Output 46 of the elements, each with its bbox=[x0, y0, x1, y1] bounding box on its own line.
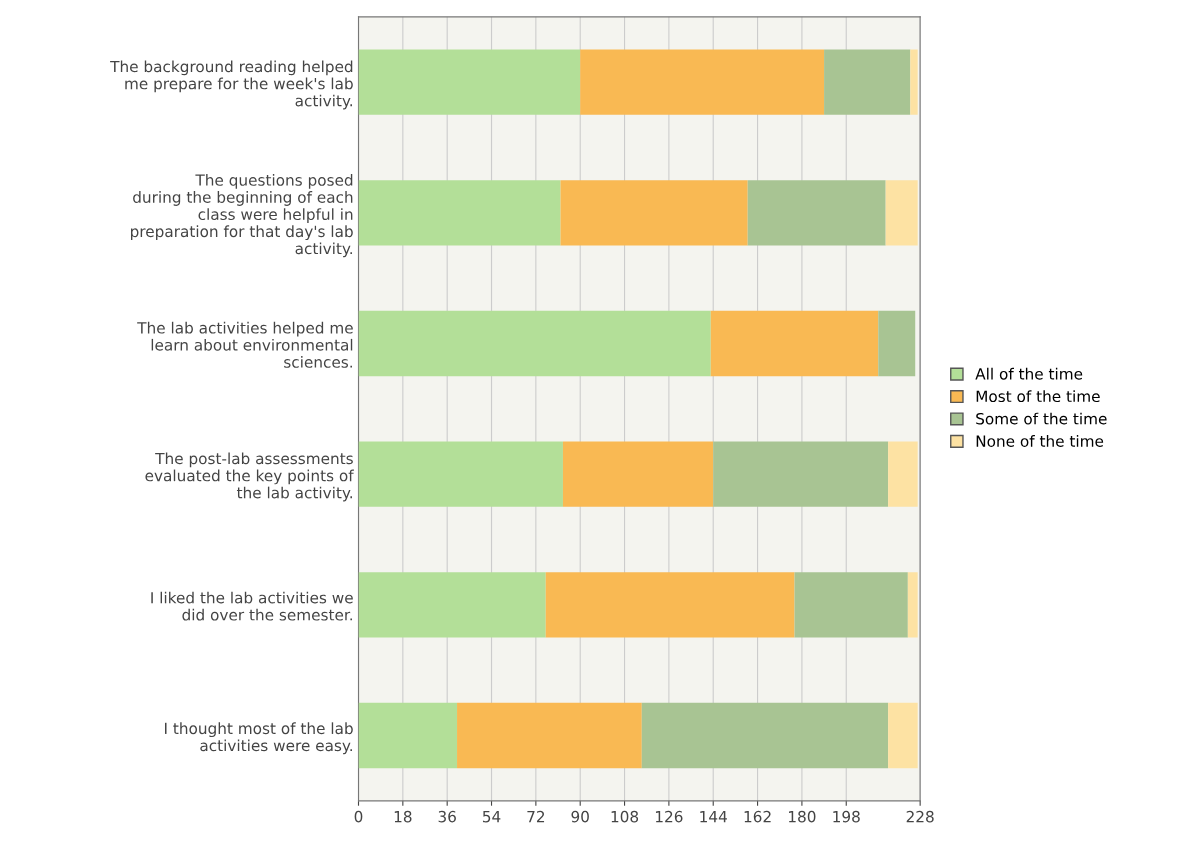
y-tick-label: The post-lab assessments evaluated the key points of the lab activity. bbox=[145, 452, 354, 502]
y-tick-label: The lab activities helped me learn about environmental sciences. bbox=[137, 321, 353, 368]
bar bbox=[910, 49, 918, 115]
x-tick-label: 54 bbox=[482, 811, 501, 823]
legend-label: All of the time bbox=[975, 367, 1083, 380]
x-tick-label: 36 bbox=[438, 810, 456, 823]
y-tick-label: I thought most of the lab activities were easy. bbox=[165, 722, 353, 755]
x-tick-label: 108 bbox=[611, 810, 639, 823]
x-tick-label: 144 bbox=[700, 811, 727, 823]
bar bbox=[794, 572, 908, 638]
bar bbox=[457, 702, 642, 769]
bar bbox=[580, 49, 825, 115]
bar bbox=[641, 702, 889, 769]
bar bbox=[358, 49, 581, 115]
y-tick-label: I liked the lab activities we did over the semester. bbox=[151, 591, 353, 621]
bar bbox=[888, 441, 918, 507]
bar bbox=[560, 180, 748, 246]
bar bbox=[878, 310, 916, 377]
x-tick-label: 72 bbox=[527, 810, 545, 823]
y-tick-label: The questions posed during the beginning of each class were helpful in preparation for that day's lab activity. bbox=[131, 174, 353, 258]
bar bbox=[545, 572, 795, 638]
legend-label: None of the time bbox=[976, 435, 1104, 447]
bar bbox=[358, 441, 563, 507]
bar bbox=[710, 310, 879, 377]
legend-label: Some of the time bbox=[976, 412, 1107, 425]
x-tick-label: 198 bbox=[833, 810, 860, 823]
x-tick-label: 0 bbox=[354, 810, 363, 823]
bar bbox=[562, 441, 714, 507]
bar bbox=[888, 702, 918, 769]
x-tick-label: 180 bbox=[789, 810, 816, 823]
y-tick-label: The background reading helped me prepare for the week's lab activity. bbox=[110, 60, 353, 110]
bar bbox=[907, 572, 918, 638]
x-tick-label: 162 bbox=[744, 810, 771, 823]
x-tick-label: 90 bbox=[571, 810, 589, 823]
bar bbox=[747, 180, 886, 246]
bar bbox=[358, 310, 711, 377]
bar bbox=[358, 572, 546, 638]
bar bbox=[358, 702, 458, 769]
x-tick-label: 18 bbox=[394, 810, 412, 823]
bar bbox=[713, 441, 889, 507]
bar bbox=[885, 180, 918, 246]
legend-label: Most of the time bbox=[976, 390, 1100, 403]
bar bbox=[824, 49, 911, 115]
x-tick-label: 126 bbox=[655, 810, 683, 823]
x-tick-label: 228 bbox=[906, 810, 934, 823]
bar bbox=[358, 180, 561, 246]
